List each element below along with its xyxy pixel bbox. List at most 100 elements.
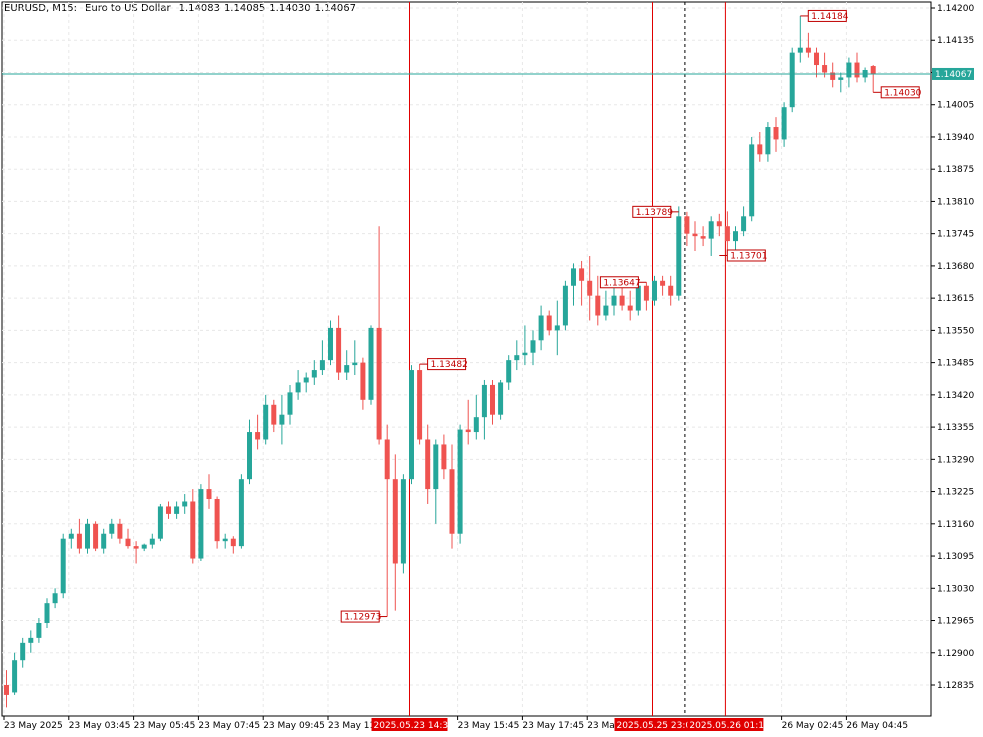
candle-body (271, 404, 277, 425)
candle-body (643, 285, 649, 301)
candle-body (4, 685, 9, 695)
candle-body (214, 499, 220, 542)
y-tick-label: 1.13615 (937, 294, 974, 304)
candle-body (117, 523, 123, 539)
candle-body (538, 315, 544, 341)
candle-body (352, 362, 358, 366)
candle-body (141, 544, 147, 549)
candle-body (101, 533, 107, 549)
vline-time-label: 2025.05.23 14:30 (374, 721, 455, 731)
y-tick-label: 1.13355 (937, 423, 974, 433)
candle-body (822, 65, 828, 73)
annotation-label: 1.14030 (884, 88, 921, 98)
candle-body (490, 384, 495, 415)
candle-body (44, 603, 50, 624)
description-label: Euro to US Dollar (85, 3, 171, 14)
y-tick-label: 1.13095 (937, 552, 974, 562)
candle-body (660, 280, 666, 286)
candle-body (465, 429, 471, 433)
candle-body (676, 216, 682, 296)
candle-body (481, 384, 487, 418)
candle-body (166, 506, 171, 514)
candle-body (724, 226, 730, 242)
annotation-label: 1.13701 (730, 251, 767, 261)
candle-body (222, 538, 228, 542)
annotation-label: 1.12973 (344, 613, 381, 623)
candle-body (182, 501, 188, 507)
x-tick-label: 26 May 04:45 (846, 721, 908, 731)
y-tick-label: 1.12835 (937, 681, 974, 691)
y-tick-label: 1.12965 (937, 617, 974, 627)
candle-body (611, 295, 617, 306)
candle-body (433, 444, 439, 490)
y-tick-label: 1.13290 (937, 455, 974, 465)
y-tick-label: 1.12900 (937, 649, 974, 659)
annotation-box (880, 86, 920, 99)
candle-body (652, 280, 657, 301)
candle-body (562, 285, 568, 326)
candle-body (174, 506, 180, 514)
candle-body (619, 295, 625, 306)
candle-body (530, 340, 536, 353)
annotation-label: 1.13789 (636, 208, 673, 218)
price-annotations: 1.14184 1.14030 1.13789 1.13701 1.13647 1.134… (340, 9, 922, 623)
candle-body (603, 305, 609, 316)
y-tick-label: 1.13550 (937, 326, 974, 336)
y-tick-label: 1.13745 (937, 230, 974, 240)
vline-time-tag (687, 718, 764, 731)
candle-body (765, 127, 771, 155)
candle-body (587, 280, 593, 296)
plot-frame (1, 1, 932, 717)
annotation-box (807, 9, 847, 22)
candle-body (708, 221, 714, 239)
candle-body (255, 432, 261, 440)
candles (4, 15, 876, 708)
vline-time-label: 2025.05.26 01:15 (689, 721, 769, 731)
candle-body (157, 506, 163, 539)
candle-body (716, 221, 722, 227)
candle-body (854, 62, 860, 78)
annotation-label: 1.13482 (431, 360, 468, 370)
candle-body (733, 231, 738, 242)
candle-body (814, 52, 819, 66)
annotation-box (599, 276, 639, 289)
candle-body (149, 538, 155, 545)
x-tick-label: 23 May 15:45 (458, 721, 520, 731)
candle-body (522, 352, 528, 356)
candle-body (741, 216, 747, 232)
candle-body (319, 360, 325, 371)
candle-body (206, 489, 212, 500)
candle-body (627, 305, 633, 311)
candle-body (425, 439, 431, 490)
annotation-box (340, 610, 380, 623)
y-tick-label: 1.13810 (937, 197, 974, 207)
candle-body (473, 417, 479, 433)
candle-body (635, 285, 641, 311)
candle-body (749, 144, 755, 217)
candle-body (20, 642, 26, 661)
axes: 1.142001.141351.140701.140051.139401.138… (3, 4, 974, 731)
candle-body (247, 432, 252, 480)
vline-time-tag (614, 718, 691, 731)
candle-body (805, 47, 811, 53)
annotation-label: 1.13647 (603, 278, 640, 288)
candle-body (85, 523, 90, 549)
x-tick-label: 23 May 03:45 (69, 721, 131, 731)
candle-body (198, 489, 204, 559)
candle-body (190, 501, 196, 559)
candle-body (546, 315, 552, 331)
candle-body (773, 127, 779, 140)
candle-body (279, 414, 285, 425)
x-tick-label: 23 May 05:45 (134, 721, 196, 731)
candle-body (384, 439, 390, 480)
candle-body (28, 637, 34, 643)
candle-body (392, 479, 398, 564)
candle-body (409, 370, 414, 480)
candle-body (870, 66, 876, 74)
low-value: 1.14030 (269, 3, 311, 14)
candle-body (457, 429, 463, 534)
candle-body (328, 327, 333, 361)
y-tick-label: 1.13875 (937, 165, 974, 175)
candle-body (830, 72, 836, 80)
